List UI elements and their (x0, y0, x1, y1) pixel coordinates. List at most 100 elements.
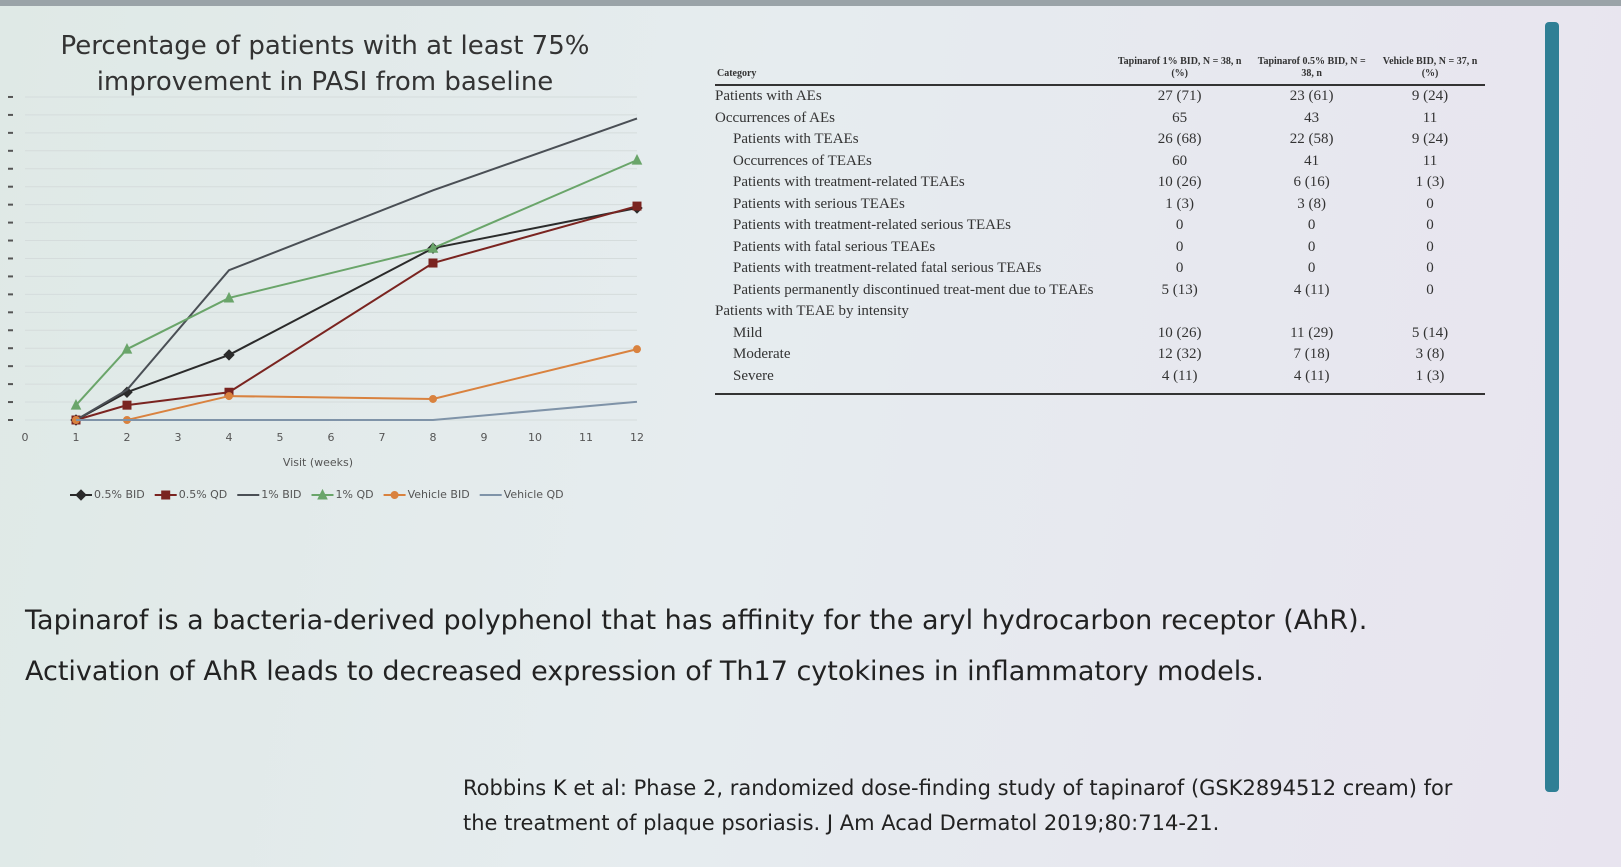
column-header: Tapinarof 0.5% BID, N = 38, n (1248, 56, 1375, 85)
table-cell: 3 (8) (1375, 344, 1485, 366)
series-line (76, 208, 637, 420)
table-cell: 26 (68) (1111, 129, 1248, 151)
table-row: Patients with TEAEs26 (68)22 (58)9 (24) (715, 129, 1485, 151)
series-line (76, 402, 637, 420)
row-label: Patients with fatal serious TEAEs (715, 237, 1111, 259)
legend-label: 1% BID (261, 488, 301, 501)
table-cell: 11 (29) (1248, 323, 1375, 345)
table-cell: 11 (1375, 108, 1485, 130)
table-cell: 60 (1111, 151, 1248, 173)
table-cell: 65 (1111, 108, 1248, 130)
x-tick-label: 12 (630, 431, 644, 444)
table-cell-empty (1248, 301, 1375, 323)
x-tick-label: 8 (430, 431, 437, 444)
row-label: Patients with TEAEs (715, 129, 1111, 151)
legend-label: 0.5% QD (179, 488, 228, 501)
legend-item: Vehicle QD (480, 488, 564, 501)
column-header: Tapinarof 1% BID, N = 38, n (%) (1111, 56, 1248, 85)
marker (633, 155, 642, 164)
bullet: Activation of AhR leads to decreased exp… (25, 656, 1264, 687)
row-label: Patients with TEAE by intensity (715, 301, 1111, 323)
slide: Percentage of patients with at least 75%… (0, 0, 1621, 867)
table-cell-empty (1375, 301, 1485, 323)
marker (226, 393, 233, 400)
table-cell: 5 (13) (1111, 280, 1248, 302)
series-line (76, 119, 637, 421)
table-cell: 9 (24) (1375, 129, 1485, 151)
table-cell: 0 (1248, 215, 1375, 237)
table-cell: 1 (3) (1111, 194, 1248, 216)
table-cell: 11 (1375, 151, 1485, 173)
x-tick-label: 7 (379, 431, 386, 444)
table-cell: 4 (11) (1248, 366, 1375, 395)
table-cell: 22 (58) (1248, 129, 1375, 151)
x-axis-title: Visit (weeks) (283, 456, 353, 469)
bullet: Tapinarof is a bacteria-derived polyphen… (25, 605, 1367, 636)
table-cell: 12 (32) (1111, 344, 1248, 366)
table-cell: 43 (1248, 108, 1375, 130)
marker (430, 395, 437, 402)
table-cell: 4 (11) (1111, 366, 1248, 395)
row-label: Patients with treatment-related fatal se… (715, 258, 1111, 280)
x-tick-label: 4 (226, 431, 233, 444)
series-line (76, 160, 637, 405)
table-cell: 0 (1248, 258, 1375, 280)
table-row: Patients with AEs27 (71)23 (61)9 (24) (715, 85, 1485, 108)
table-row: Patients with treatment-related fatal se… (715, 258, 1485, 280)
citation: Robbins K et al: Phase 2, randomized dos… (463, 776, 1452, 800)
row-label: Patients with AEs (715, 85, 1111, 108)
table-cell: 5 (14) (1375, 323, 1485, 345)
table-cell: 3 (8) (1248, 194, 1375, 216)
x-tick-label: 9 (481, 431, 488, 444)
table-row: Patients with TEAE by intensity (715, 301, 1485, 323)
row-label: Patients with treatment-related TEAEs (715, 172, 1111, 194)
legend-marker (162, 491, 170, 499)
legend-label: Vehicle QD (504, 488, 564, 501)
table-header: CategoryTapinarof 1% BID, N = 38, n (%)T… (715, 56, 1485, 85)
row-label: Patients with serious TEAEs (715, 194, 1111, 216)
marker (123, 401, 131, 409)
citation: the treatment of plaque psoriasis. J Am … (463, 811, 1219, 835)
table-cell: 0 (1248, 237, 1375, 259)
table-cell: 4 (11) (1248, 280, 1375, 302)
table-cell-empty (1111, 301, 1248, 323)
marker (633, 202, 641, 210)
x-tick-label: 2 (124, 431, 131, 444)
table-cell: 0 (1375, 194, 1485, 216)
legend-label: Vehicle BID (408, 488, 470, 501)
table-cell: 0 (1111, 237, 1248, 259)
row-label: Severe (715, 366, 1111, 395)
table-cell: 0 (1375, 215, 1485, 237)
legend-item: 1% BID (237, 488, 301, 501)
table-cell: 6 (16) (1248, 172, 1375, 194)
table-cell: 1 (3) (1375, 366, 1485, 395)
x-tick-label: 0 (22, 431, 29, 444)
table-cell: 0 (1375, 237, 1485, 259)
x-tick-label: 6 (328, 431, 335, 444)
x-tick-label: 10 (528, 431, 542, 444)
legend-marker (391, 492, 398, 499)
x-tick-label: 3 (175, 431, 182, 444)
row-label: Mild (715, 323, 1111, 345)
row-label: Patients permanently discontinued treat-… (715, 280, 1111, 302)
table-row: Patients with treatment-related serious … (715, 215, 1485, 237)
legend-marker (76, 490, 86, 500)
legend-label: 0.5% BID (94, 488, 145, 501)
table-row: Patients permanently discontinued treat-… (715, 280, 1485, 302)
table-cell: 7 (18) (1248, 344, 1375, 366)
side-bar (1545, 22, 1559, 792)
table-cell: 23 (61) (1248, 85, 1375, 108)
x-tick-label: 11 (579, 431, 593, 444)
table-cell: 0 (1375, 258, 1485, 280)
table-cell: 9 (24) (1375, 85, 1485, 108)
